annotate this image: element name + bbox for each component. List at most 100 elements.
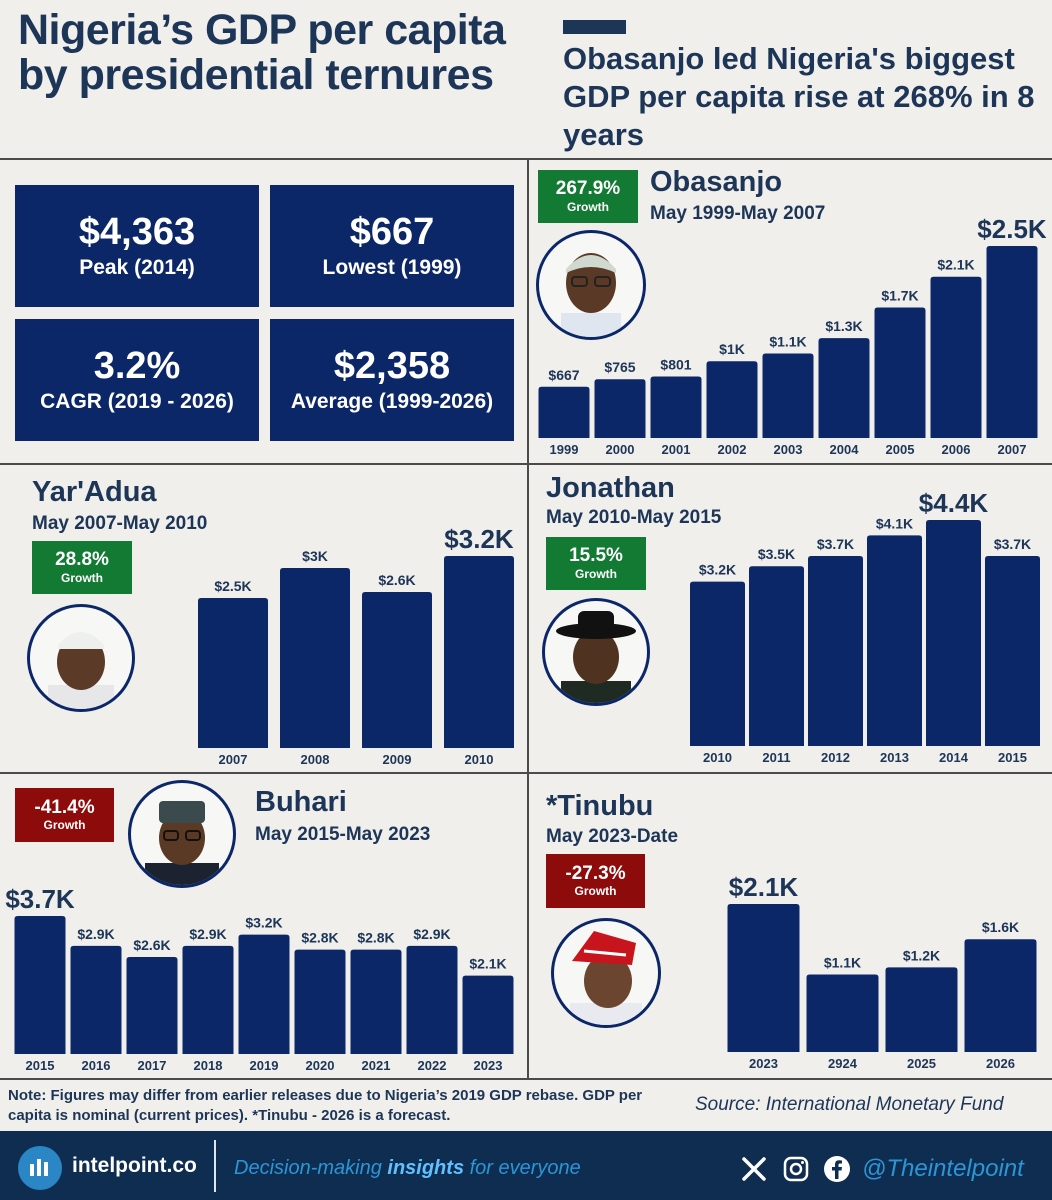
data-label: $3.2K <box>444 524 514 554</box>
portrait-illustration <box>556 611 636 703</box>
data-label: $2.1K <box>937 257 974 273</box>
chart-tinubu: $2.1K 2023 $1.1K 2924 $1.2K 2025 $1.6K 2026 <box>727 872 1037 1071</box>
bar-1999 <box>538 386 590 438</box>
data-label: $1.6K <box>982 919 1019 935</box>
data-label: $1.1K <box>769 334 806 350</box>
growth-value: -27.3% <box>565 862 626 884</box>
portrait-illustration <box>145 801 219 885</box>
tick-label: 2012 <box>821 750 850 765</box>
source-credit: Source: International Monetary Fund <box>695 1094 1004 1115</box>
stat-value: $667 <box>349 210 435 253</box>
stat-label: Peak (2014) <box>79 256 195 280</box>
bar-2016 <box>70 945 122 1054</box>
president-name: Yar'Adua <box>32 476 157 508</box>
page-subtitle: Obasanjo led Nigeria's biggest GDP per c… <box>563 41 1035 152</box>
tagline-pre: Decision-making <box>234 1157 388 1179</box>
data-label: $765 <box>604 359 635 375</box>
tick-label: 2003 <box>774 442 803 457</box>
data-label: $3K <box>302 548 328 564</box>
bar-2021 <box>350 949 402 1054</box>
data-label: $2.9K <box>189 926 226 942</box>
president-portrait <box>27 604 135 712</box>
stat-value: $4,363 <box>78 210 196 253</box>
data-label: $2.9K <box>77 926 114 942</box>
bar-2007 <box>986 246 1038 438</box>
stat-average: $2,358 Average (1999-2026) <box>270 319 514 441</box>
stat-value: $2,358 <box>333 344 451 387</box>
growth-label: Growth <box>574 884 617 899</box>
chart-yaradua: $2.5K 2007 $3K 2008 $2.6K 2009 $3.2K 2010 <box>198 524 514 767</box>
tick-label: 2026 <box>986 1056 1015 1071</box>
tenure-dates: May 2007-May 2010 <box>32 513 208 534</box>
data-label: $2.1K <box>729 872 799 902</box>
tagline-bold: insights <box>387 1157 465 1179</box>
facebook-icon[interactable] <box>823 1155 851 1183</box>
divider <box>0 772 1052 774</box>
president-name: Buhari <box>255 786 347 818</box>
president-portrait <box>536 230 646 340</box>
data-label: $2.5K <box>977 214 1047 244</box>
divider <box>0 158 1052 160</box>
bar-2010 <box>444 556 514 748</box>
page-title: Nigeria’s GDP per capita by presidential… <box>18 6 506 100</box>
bar-2026 <box>964 939 1037 1052</box>
tagline-post: for everyone <box>464 1157 581 1179</box>
footer-divider <box>214 1140 216 1192</box>
tick-label: 2001 <box>662 442 691 457</box>
brand-name[interactable]: intelpoint.co <box>72 1154 197 1177</box>
data-label: $1.1K <box>824 954 861 970</box>
tick-label: 2014 <box>939 750 969 765</box>
social-handle[interactable]: @Theintelpoint <box>862 1155 1024 1182</box>
growth-badge: 267.9% Growth <box>538 170 638 223</box>
data-label: $4.1K <box>876 515 913 531</box>
stat-label: CAGR (2019 - 2026) <box>40 390 234 414</box>
president-name: Obasanjo <box>650 166 783 198</box>
growth-value: 15.5% <box>569 545 623 567</box>
chart-jonathan: $3.2K 2010 $3.5K 2011 $3.7K 2012 $4.1K 2013 $4.4… <box>690 488 1040 765</box>
data-label: $1.2K <box>903 947 940 963</box>
growth-label: Growth <box>575 566 617 581</box>
growth-value: 267.9% <box>555 178 621 200</box>
tenure-dates: May 2023-Date <box>546 826 679 847</box>
bar-2023 <box>462 975 514 1054</box>
tenure-dates: May 2015-May 2023 <box>255 824 431 845</box>
chart-buhari: $3.7K 2015 $2.9K 2016 $2.6K 2017 $2.9K 2018 $3.2… <box>5 884 514 1073</box>
bar-2010 <box>690 581 745 746</box>
tick-label: 2018 <box>194 1058 223 1073</box>
data-label: $3.7K <box>994 536 1031 552</box>
tick-label: 2010 <box>465 752 494 767</box>
bar-2011 <box>749 566 804 746</box>
tick-label: 2007 <box>998 442 1027 457</box>
data-label: $2.8K <box>301 930 338 946</box>
data-label: $801 <box>660 356 691 372</box>
x-icon[interactable] <box>740 1155 768 1183</box>
brand-logo-icon[interactable] <box>18 1146 62 1190</box>
president-portrait <box>128 780 236 888</box>
divider <box>527 158 529 1078</box>
stat-label: Average (1999-2026) <box>290 390 494 414</box>
tenure-dates: May 2010-May 2015 <box>546 507 722 528</box>
tick-label: 2020 <box>306 1058 335 1073</box>
tick-label: 2019 <box>250 1058 279 1073</box>
bar-2022 <box>406 945 458 1054</box>
bar-2006 <box>930 276 982 438</box>
growth-label: Growth <box>43 818 86 833</box>
stat-value: 3.2% <box>93 344 181 387</box>
tick-label: 2023 <box>749 1056 778 1071</box>
instagram-icon[interactable] <box>782 1155 810 1183</box>
stat-cagr: 3.2% CAGR (2019 - 2026) <box>15 319 259 441</box>
tick-label: 1999 <box>550 442 579 457</box>
bar-2013 <box>867 535 922 746</box>
tick-label: 2021 <box>362 1058 391 1073</box>
president-name: Jonathan <box>546 472 675 504</box>
stat-lowest: $667 Lowest (1999) <box>270 185 514 307</box>
tagline: Decision-making insights for everyone <box>234 1157 581 1180</box>
portrait-illustration <box>561 253 621 337</box>
president-name: *Tinubu <box>546 790 654 822</box>
data-label: $3.2K <box>245 915 282 931</box>
growth-value: 28.8% <box>55 549 109 571</box>
bar-2014 <box>926 520 981 746</box>
tick-label: 2924 <box>828 1056 858 1071</box>
growth-badge: -27.3% Growth <box>546 854 645 908</box>
bar-2015 <box>985 555 1040 746</box>
